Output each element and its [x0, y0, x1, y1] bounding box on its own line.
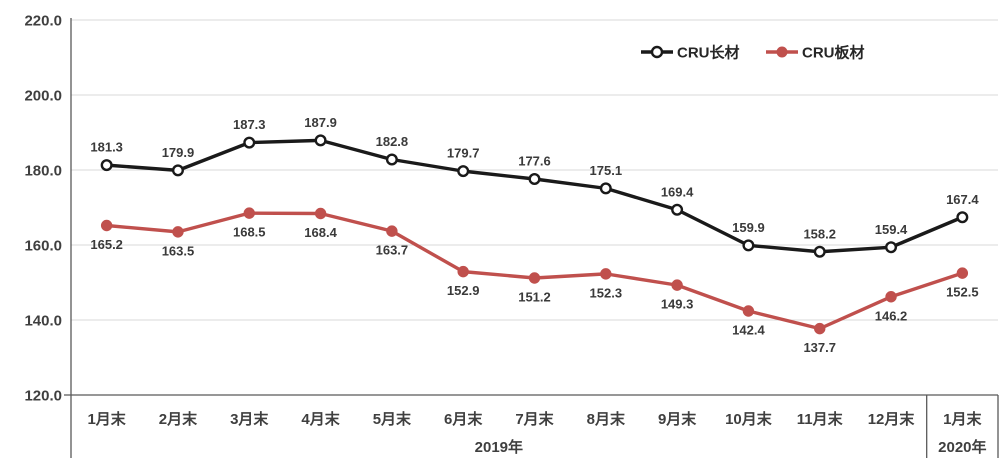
- legend-label-cru-flat: CRU板材: [802, 44, 865, 62]
- series: [100, 134, 969, 335]
- data-label: 187.3: [233, 117, 266, 132]
- data-point-marker: [814, 322, 826, 335]
- x-category-label: 7月末: [515, 410, 554, 428]
- data-label: 142.4: [732, 323, 765, 338]
- data-label: 175.1: [590, 163, 623, 178]
- x-category-label: 1月末: [943, 410, 982, 428]
- data-label: 149.3: [661, 297, 694, 312]
- data-point-marker: [457, 265, 469, 278]
- data-point-marker: [742, 239, 755, 252]
- data-label: 158.2: [803, 226, 836, 241]
- data-point-marker: [528, 272, 541, 284]
- y-tick-label: 220.0: [24, 13, 62, 30]
- legend-item-cru-long: CRU长材: [641, 44, 740, 62]
- data-point-marker: [956, 267, 969, 279]
- legend-marker-filled-circle: [776, 46, 788, 58]
- data-point-marker: [671, 279, 683, 291]
- data-point-marker: [813, 245, 826, 258]
- data-point-marker: [885, 291, 897, 303]
- y-tick-label: 160.0: [24, 238, 62, 255]
- y-tick-label: 200.0: [24, 88, 62, 105]
- y-tick-label: 180.0: [24, 163, 62, 180]
- legend-marker-open-circle: [650, 45, 664, 59]
- data-point-marker: [386, 225, 398, 237]
- legend-item-cru-flat: CRU板材: [766, 44, 865, 62]
- x-category-label: 2月末: [159, 410, 198, 428]
- x-category-label: 1月末: [87, 410, 126, 428]
- data-label: 179.9: [162, 145, 195, 160]
- data-label: 168.5: [233, 225, 266, 240]
- legend-label-cru-long: CRU长材: [677, 44, 740, 62]
- data-point-marker: [742, 305, 755, 317]
- data-label: 146.2: [875, 308, 908, 323]
- data-labels: 165.2 163.5 168.5 168.4 163.7 152.9 151.2 152.3…: [90, 115, 979, 355]
- x-group-label: 2019年: [475, 438, 523, 456]
- data-label: 151.2: [518, 290, 551, 305]
- data-point-marker: [671, 203, 684, 216]
- y-tick-label: 140.0: [24, 313, 62, 330]
- data-point-marker: [528, 172, 541, 185]
- data-label: 152.3: [590, 285, 623, 300]
- x-category-label: 12月末: [868, 410, 916, 428]
- data-point-marker: [171, 164, 184, 177]
- data-label: 181.3: [90, 140, 123, 155]
- chart-legend: CRU长材 CRU板材: [641, 44, 865, 62]
- data-label: 159.9: [732, 220, 765, 235]
- data-point-marker: [243, 136, 256, 149]
- data-label: 168.4: [304, 225, 337, 240]
- data-point-marker: [100, 219, 113, 232]
- data-label: 179.7: [447, 146, 480, 161]
- data-point-marker: [314, 134, 327, 147]
- data-label: 159.4: [875, 222, 908, 237]
- data-label: 163.5: [162, 243, 195, 258]
- data-point-marker: [172, 226, 184, 238]
- data-label: 137.7: [803, 340, 836, 355]
- data-point-marker: [385, 153, 398, 166]
- data-point-marker: [243, 207, 255, 219]
- data-point-marker: [885, 241, 898, 254]
- data-point-marker: [457, 165, 470, 178]
- x-category-label: 3月末: [230, 410, 269, 428]
- x-category-label: 4月末: [301, 410, 340, 428]
- data-label: 152.9: [447, 283, 480, 298]
- series-CRU长材: [100, 134, 969, 258]
- x-category-label: 9月末: [658, 410, 697, 428]
- data-point-marker: [314, 207, 327, 220]
- data-point-marker: [600, 268, 612, 280]
- y-tick-label: 120.0: [24, 388, 62, 405]
- x-category-label: 11月末: [797, 410, 844, 428]
- data-label: 187.9: [304, 115, 337, 130]
- x-category-label: 8月末: [587, 410, 626, 428]
- data-label: 177.6: [518, 154, 551, 169]
- data-label: 169.4: [661, 184, 694, 199]
- data-point-marker: [956, 211, 969, 224]
- data-label: 167.4: [946, 192, 979, 207]
- data-label: 152.5: [946, 285, 979, 300]
- x-category-label: 5月末: [373, 410, 412, 428]
- data-label: 163.7: [376, 243, 409, 258]
- data-label: 182.8: [376, 134, 409, 149]
- series-CRU板材: [100, 207, 969, 335]
- data-label: 165.2: [90, 237, 123, 252]
- data-point-marker: [599, 182, 612, 195]
- gridlines: [71, 19, 998, 321]
- data-point-marker: [100, 159, 113, 172]
- x-category-label: 10月末: [725, 410, 773, 428]
- axes: 120.0 140.0 160.0 180.0 200.0 220.0 1月末 2月末 3月末 4…: [24, 13, 999, 458]
- x-category-label: 6月末: [444, 410, 483, 428]
- x-group-label: 2020年: [938, 438, 986, 456]
